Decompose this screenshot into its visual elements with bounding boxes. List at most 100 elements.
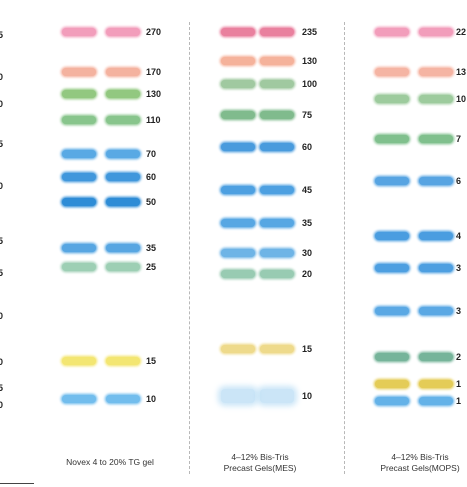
- marker-size-label: 3: [456, 263, 462, 273]
- bottom-rule: [0, 483, 34, 484]
- cropped-size-label: 0: [0, 311, 4, 321]
- marker-size-label: 30: [302, 248, 313, 258]
- marker-band: [260, 270, 294, 278]
- marker-band: [221, 249, 255, 257]
- marker-band: [260, 389, 294, 403]
- marker-band: [221, 28, 255, 36]
- marker-band: [375, 353, 409, 361]
- marker-band: [221, 186, 255, 194]
- cropped-size-label: 0: [0, 357, 4, 367]
- marker-size-label: 170: [146, 67, 162, 77]
- marker-band: [375, 135, 409, 143]
- marker-size-label: 235: [302, 27, 318, 37]
- marker-size-label: 100: [302, 79, 318, 89]
- marker-size-label: 130: [146, 89, 162, 99]
- marker-band: [106, 395, 140, 403]
- marker-size-label: 70: [146, 149, 157, 159]
- marker-band: [419, 68, 453, 76]
- cropped-size-label: 5: [0, 383, 4, 393]
- marker-size-label: 2: [456, 352, 462, 362]
- marker-band: [375, 264, 409, 272]
- panel-divider: [344, 22, 345, 474]
- marker-band: [419, 232, 453, 240]
- marker-band: [221, 270, 255, 278]
- panel-divider: [189, 22, 190, 474]
- marker-band: [221, 219, 255, 227]
- marker-band: [375, 307, 409, 315]
- marker-band: [260, 186, 294, 194]
- gel-lane: [221, 0, 255, 487]
- cropped-size-label: 0: [0, 72, 4, 82]
- gel-caption: 4–12% Bis-Tris Precast Gels(MES): [223, 452, 297, 473]
- marker-size-label: 45: [302, 185, 313, 195]
- marker-band: [221, 345, 255, 353]
- marker-band: [419, 380, 453, 388]
- marker-band: [221, 389, 255, 403]
- marker-band: [62, 395, 96, 403]
- marker-band: [62, 173, 96, 181]
- marker-band: [106, 28, 140, 36]
- marker-band: [221, 111, 255, 119]
- marker-band: [62, 198, 96, 206]
- gel-lane: [62, 0, 96, 487]
- marker-band: [62, 263, 96, 271]
- marker-band: [419, 397, 453, 405]
- marker-band: [375, 28, 409, 36]
- marker-size-label: 110: [146, 115, 161, 125]
- marker-band: [419, 95, 453, 103]
- cropped-size-label: 5: [0, 30, 4, 40]
- marker-size-label: 7: [456, 134, 462, 144]
- marker-size-label: 1: [456, 396, 462, 406]
- marker-size-label: 25: [146, 262, 157, 272]
- marker-band: [106, 357, 140, 365]
- marker-band: [62, 150, 96, 158]
- marker-size-label: 75: [302, 110, 313, 120]
- marker-band: [260, 80, 294, 88]
- marker-band: [419, 264, 453, 272]
- marker-band: [221, 143, 255, 151]
- marker-size-label: 35: [302, 218, 313, 228]
- marker-band: [260, 249, 294, 257]
- marker-size-label: 60: [302, 142, 313, 152]
- marker-size-label: 270: [146, 27, 162, 37]
- cropped-size-label: 5: [0, 236, 4, 246]
- marker-band: [106, 150, 140, 158]
- cropped-size-label: 0: [0, 400, 4, 410]
- marker-size-label: 10: [146, 394, 157, 404]
- marker-band: [106, 90, 140, 98]
- marker-band: [62, 116, 96, 124]
- marker-size-label: 22: [456, 27, 467, 37]
- marker-size-label: 130: [302, 56, 318, 66]
- marker-band: [375, 95, 409, 103]
- marker-size-label: 4: [456, 231, 462, 241]
- marker-band: [419, 28, 453, 36]
- marker-band: [106, 198, 140, 206]
- marker-band: [260, 219, 294, 227]
- marker-size-label: 10: [302, 391, 313, 401]
- marker-band: [260, 111, 294, 119]
- marker-band: [62, 68, 96, 76]
- marker-size-label: 15: [302, 344, 313, 354]
- cropped-size-label: 5: [0, 268, 4, 278]
- marker-band: [419, 135, 453, 143]
- marker-size-label: 6: [456, 176, 462, 186]
- marker-size-label: 50: [146, 197, 157, 207]
- marker-band: [260, 143, 294, 151]
- marker-size-label: 60: [146, 172, 157, 182]
- marker-size-label: 1: [456, 379, 462, 389]
- cropped-size-label: 5: [0, 139, 4, 149]
- marker-band: [221, 57, 255, 65]
- marker-band: [62, 244, 96, 252]
- cropped-size-label: 0: [0, 181, 4, 191]
- gel-caption: 4–12% Bis-Tris Precast Gels(MOPS): [380, 452, 460, 473]
- marker-band: [419, 177, 453, 185]
- marker-band: [375, 380, 409, 388]
- marker-band: [106, 68, 140, 76]
- marker-size-label: 13: [456, 67, 467, 77]
- marker-band: [375, 397, 409, 405]
- marker-band: [260, 345, 294, 353]
- cropped-size-label: 0: [0, 99, 4, 109]
- gel-caption: Novex 4 to 20% TG gel: [66, 457, 154, 467]
- marker-band: [106, 116, 140, 124]
- marker-band: [260, 57, 294, 65]
